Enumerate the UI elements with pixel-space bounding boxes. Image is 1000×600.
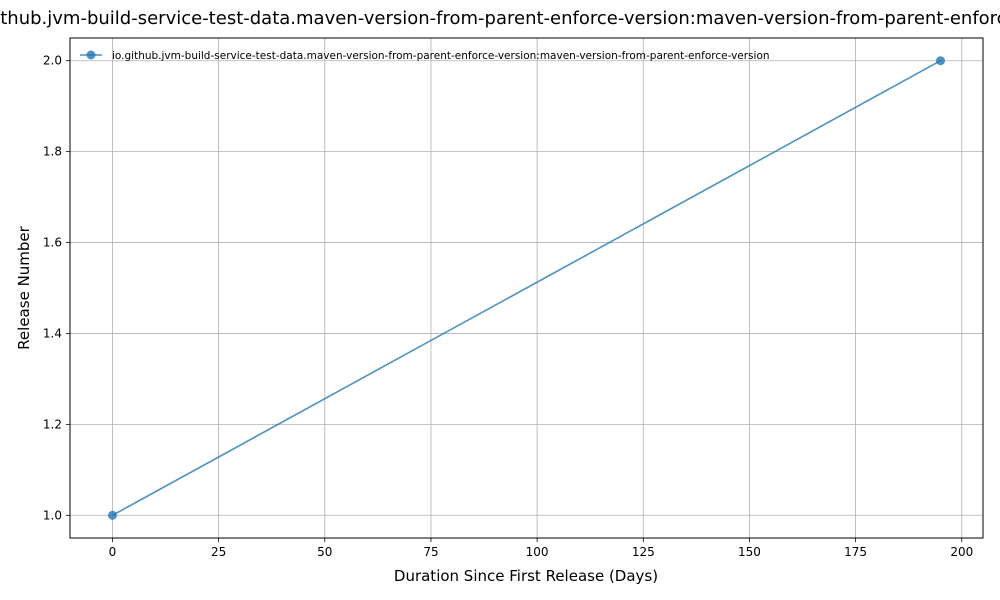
y-tick-label: 2.0	[43, 54, 62, 68]
legend-marker	[86, 50, 96, 60]
x-tick-label: 175	[844, 545, 867, 559]
y-tick-label: 1.4	[43, 326, 62, 340]
y-tick-label: 1.0	[43, 508, 62, 522]
axis-ticks: 0 25 50 75 100 125 150 175 200 1.0 1.2 1.4 1.6 1.8 2.0	[43, 54, 973, 559]
x-tick-label: 125	[632, 545, 655, 559]
x-tick-label: 150	[738, 545, 761, 559]
y-tick-label: 1.8	[43, 145, 62, 159]
x-tick-label: 75	[423, 545, 438, 559]
y-tick-label: 1.2	[43, 417, 62, 431]
data-point	[936, 56, 946, 66]
x-tick-label: 50	[317, 545, 332, 559]
data-point	[107, 510, 117, 520]
grid	[70, 38, 983, 538]
plot-area	[69, 37, 984, 539]
series-group	[107, 56, 946, 520]
y-axis-label: Release Number	[15, 225, 33, 349]
x-tick-label: 100	[526, 545, 549, 559]
y-tick-label: 1.6	[43, 236, 62, 250]
x-tick-label: 0	[109, 545, 117, 559]
x-tick-label: 200	[950, 545, 973, 559]
x-axis-label: Duration Since First Release (Days)	[394, 567, 658, 585]
series-line	[112, 60, 941, 516]
legend: io.github.jvm-build-service-test-data.ma…	[80, 50, 770, 62]
legend-label: io.github.jvm-build-service-test-data.ma…	[112, 50, 770, 62]
x-tick-label: 25	[211, 545, 226, 559]
chart-title: io.github.jvm-build-service-test-data.ma…	[0, 8, 1000, 29]
